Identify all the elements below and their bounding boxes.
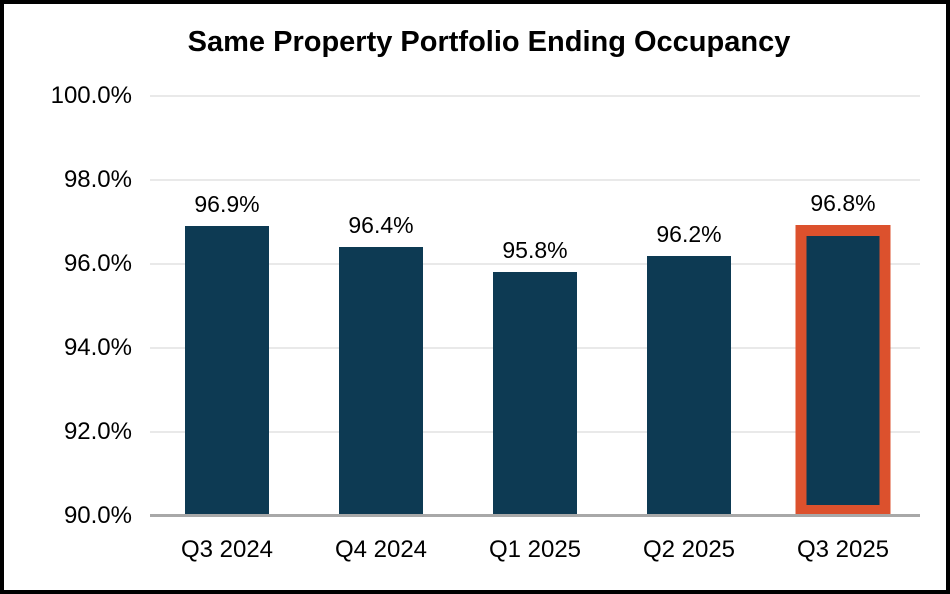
x-tick-q3-2024: Q3 2024 — [180, 536, 274, 563]
gridline-96.0% — [150, 263, 920, 265]
x-tick-q3-2025: Q3 2025 — [796, 536, 890, 563]
x-axis-line — [150, 514, 920, 517]
bar-q4-2024 — [339, 247, 423, 516]
bar-q3-2025 — [795, 225, 891, 516]
bar-q1-2025 — [493, 272, 577, 516]
plot-area: 96.9% 96.4% 95.8% 96.2% 96.8% — [150, 95, 920, 517]
x-axis: Q3 2024 Q4 2024 Q1 2025 Q2 2025 Q3 2025 — [150, 532, 920, 568]
y-tick-label: 96.0% — [63, 250, 132, 277]
x-tick-q1-2025: Q1 2025 — [488, 536, 582, 563]
y-tick-label: 90.0% — [63, 502, 132, 529]
gridline-98.0% — [150, 179, 920, 181]
y-axis: 100.0% 98.0% 96.0% 94.0% 92.0% 90.0% — [4, 82, 142, 546]
bar-value-q3-2024: 96.9% — [194, 191, 260, 218]
gridline-100.0% — [150, 95, 920, 97]
bar-slot-q2-2025: 96.2% — [612, 96, 766, 516]
bar-value-q1-2025: 95.8% — [502, 237, 568, 264]
y-tick-label: 94.0% — [63, 334, 132, 361]
bar-slot-q3-2025: 96.8% — [766, 96, 920, 516]
bar-slot-q1-2025: 95.8% — [458, 96, 612, 516]
bar-value-q3-2025: 96.8% — [810, 190, 876, 217]
bar-series: 96.9% 96.4% 95.8% 96.2% 96.8% — [150, 96, 920, 516]
bar-q2-2025 — [647, 255, 731, 516]
bar-value-q4-2024: 96.4% — [348, 212, 414, 239]
y-tick-label: 98.0% — [63, 166, 132, 193]
bar-slot-q3-2024: 96.9% — [150, 96, 304, 516]
bar-slot-q4-2024: 96.4% — [304, 96, 458, 516]
bar-value-q2-2025: 96.2% — [656, 220, 722, 247]
x-tick-q4-2024: Q4 2024 — [334, 536, 428, 563]
bar-q3-2024 — [185, 226, 269, 516]
y-tick-label: 100.0% — [50, 82, 132, 109]
y-tick-label: 92.0% — [63, 418, 132, 445]
x-tick-q2-2025: Q2 2025 — [642, 536, 736, 563]
chart-title: Same Property Portfolio Ending Occupancy — [187, 26, 791, 58]
